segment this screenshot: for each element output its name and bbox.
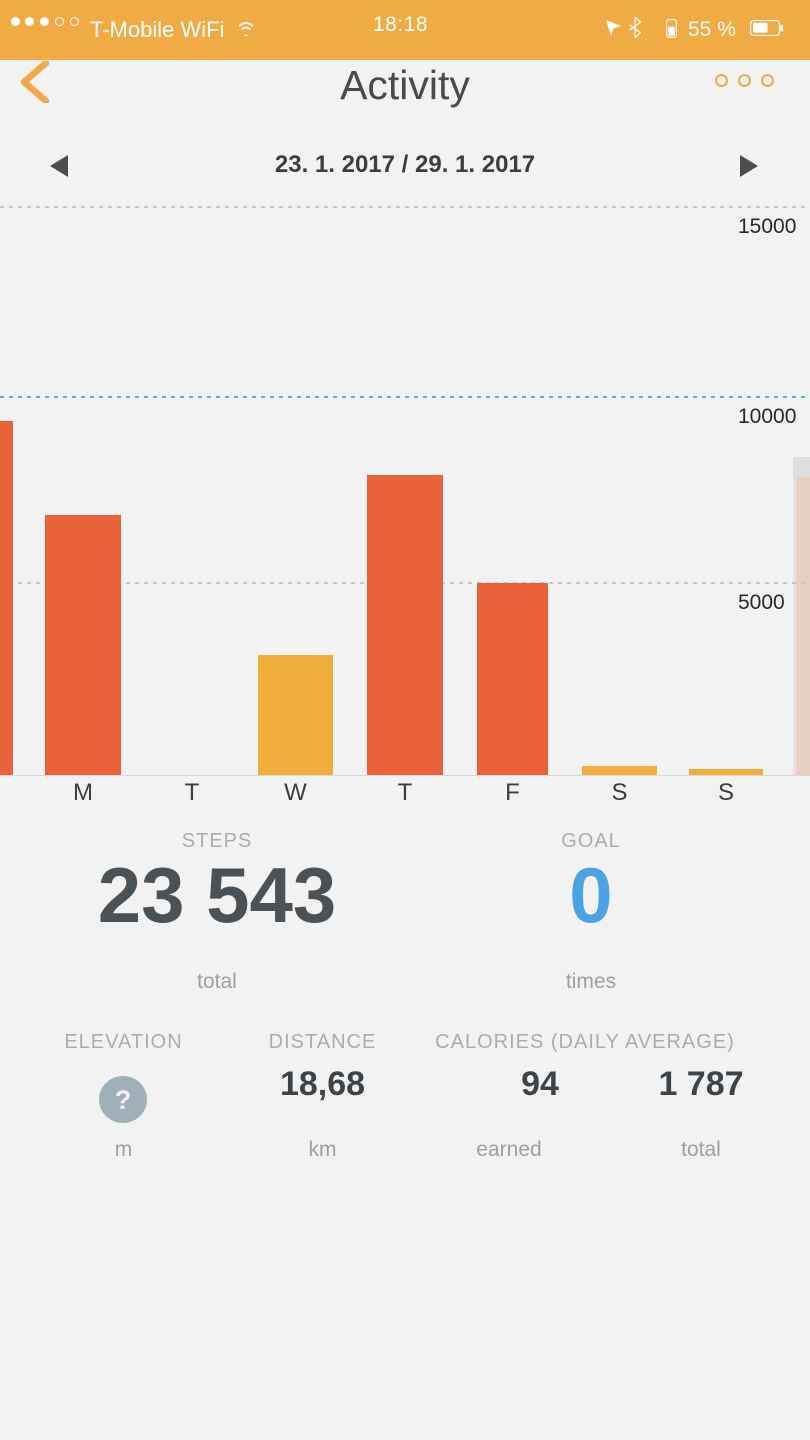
svg-text:?: ?	[115, 1085, 132, 1115]
